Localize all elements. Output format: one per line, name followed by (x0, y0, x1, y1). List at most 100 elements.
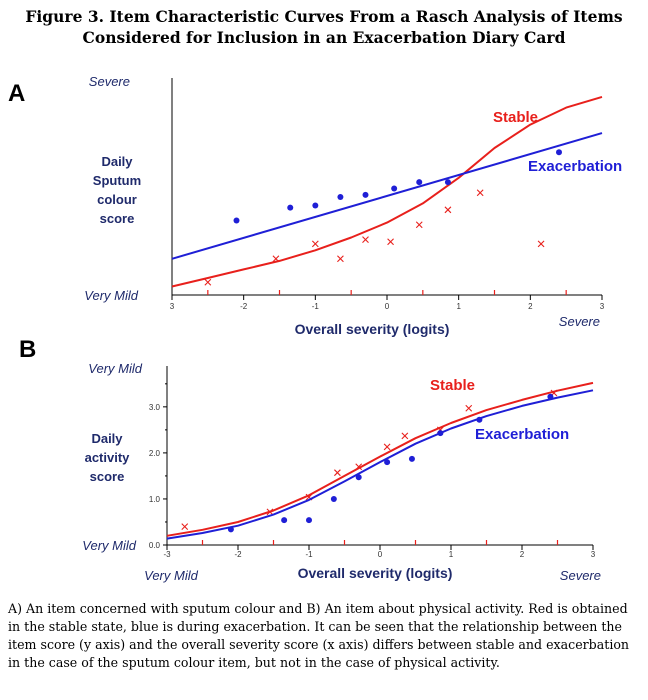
panel-a-stable-point-stroke (204, 278, 212, 286)
panel-b-stable-point (181, 523, 189, 530)
panel-b-y-tick-label: 2.0 (149, 449, 161, 458)
panel-a-x-tick-label: 3 (600, 302, 605, 311)
panel-b-exacerbation-point (547, 393, 554, 400)
panel-b-x-tick-label: 1 (449, 550, 454, 559)
panel-b-stable-label: Stable (430, 377, 475, 394)
panel-b-exacerbation-point (227, 526, 234, 533)
panel-b-x-tick-label: 0 (378, 550, 383, 559)
panel-a-stable-point (387, 238, 394, 246)
panel-a-exacerbation-point (556, 149, 562, 156)
panel-a-stable-point-stroke (387, 238, 394, 246)
panel-a-stable-point (311, 240, 319, 248)
panel-a-x-axis-label: Overall severity (logits) (295, 321, 450, 337)
panel-b-y-axis-label: score (90, 469, 125, 484)
panel-a-stable-point-stroke (444, 206, 452, 214)
panel-b-x-tick-label: 3 (591, 550, 596, 559)
panel-b-letter: B (19, 336, 37, 363)
panel-b-y-axis-label: Daily (91, 431, 123, 446)
panel-b-exacerbation-point (437, 430, 444, 437)
panel-a-exacerbation-point (444, 179, 451, 186)
figure-caption: A) An item concerned with sputum colour … (8, 601, 630, 670)
figure-title: Figure 3. Item Characteristic Curves Fro… (0, 6, 648, 48)
panel-b-y-axis-label: activity (85, 450, 131, 465)
panel-a-stable-point (537, 240, 545, 248)
panel-b-stable-point-stroke (334, 469, 341, 477)
panel-a-x-tick-label: -1 (312, 302, 320, 311)
panel-a-y-axis-label: colour (97, 192, 137, 207)
panel-a-stable-point-stroke (415, 221, 423, 229)
panel-a-stable-point (362, 236, 369, 244)
panel-a-stable-label: Stable (493, 109, 538, 126)
panel-b-exacerbation-point (281, 517, 288, 524)
panel-a-exacerbation-point (416, 179, 423, 186)
panel-b-x-tick-label: -2 (234, 550, 242, 559)
panel-a-x-tick-label: 0 (385, 302, 390, 311)
panel-a-y-top-label: Severe (89, 74, 130, 89)
panel-a-stable-point (476, 189, 484, 197)
panel-a-exacerbation-curve (171, 132, 603, 260)
panel-b-y-top-label: Very Mild (88, 361, 142, 376)
panel-a-stable-point (444, 206, 452, 214)
panel-b-exacerbation-point (476, 416, 483, 423)
panel-a-stable-point (204, 278, 212, 286)
panel-a-stable-point-stroke (311, 240, 319, 248)
panel-b-x-left-label: Very Mild (144, 568, 198, 583)
panel-b-y-tick-label: 0.0 (149, 541, 161, 550)
panel-a-exacerbation-point (337, 194, 344, 201)
panel-a-stable-point (272, 255, 280, 263)
panel-b-stable-point-stroke (266, 508, 274, 516)
panel-b-exacerbation-point (330, 495, 337, 502)
panel-b-exacerbation-point (384, 459, 391, 466)
panel-a-stable-point-stroke (337, 255, 344, 263)
panel-a-y-axis-label: Sputum (93, 173, 141, 188)
panel-a-exacerbation-point (287, 204, 294, 211)
panel-a-x-tick-label: 3 (170, 302, 175, 311)
panel-a-exacerbation-point (391, 185, 398, 192)
panel-a-y-axis-label: score (100, 211, 135, 226)
panel-a-exacerbation-point (312, 202, 319, 209)
panel-b-stable-point (383, 443, 391, 451)
panel-a-x-tick-label: 1 (456, 302, 461, 311)
panel-b-x-tick-label: 2 (520, 550, 525, 559)
panel-a-stable-point-stroke (537, 240, 545, 248)
panel-b-stable-point (334, 469, 341, 477)
panel-b-exacerbation-label: Exacerbation (475, 426, 569, 443)
panel-b-y-bottom-label: Very Mild (82, 538, 136, 553)
panel-a-x-tick-label: -2 (240, 302, 248, 311)
panel-b-stable-point (401, 432, 409, 440)
panel-a-x-right-label: Severe (559, 314, 600, 329)
panel-a-stable-point-stroke (476, 189, 484, 197)
panel-a-x-tick-label: 2 (528, 302, 533, 311)
panel-b-y-tick-label: 3.0 (149, 403, 161, 412)
panel-b-stable-point-stroke (465, 404, 473, 412)
panel-b-stable-point-stroke (401, 432, 409, 440)
panel-a-exacerbation-point (362, 191, 369, 198)
panel-a-stable-point-stroke (362, 236, 369, 244)
panel-b-stable-point-stroke (305, 493, 313, 501)
panel-b-stable-curve (166, 381, 594, 537)
panel-b-stable-point (465, 404, 473, 412)
panel-b-x-tick-label: -3 (163, 550, 171, 559)
panel-b-stable-point (355, 463, 363, 471)
panel-b-stable-point-stroke (355, 463, 363, 471)
panel-a-y-axis-label: Daily (101, 154, 133, 169)
figure-title-line-1: Figure 3. Item Characteristic Curves Fro… (25, 7, 623, 26)
panel-a-y-bottom-label: Very Mild (84, 288, 138, 303)
panel-a-exacerbation-label: Exacerbation (528, 158, 622, 175)
panel-b-x-right-label: Severe (560, 568, 601, 583)
figure-title-line-2: Considered for Inclusion in an Exacerbat… (82, 28, 566, 47)
panel-a-stable-point-stroke (272, 255, 280, 263)
panel-a-letter: A (8, 80, 26, 107)
panel-b-exacerbation-curve (166, 389, 594, 540)
panel-b-exacerbation-point (355, 474, 362, 481)
panel-b-exacerbation-point (408, 455, 415, 462)
panel-b-exacerbation-point (306, 517, 312, 524)
panel-b-stable-point-stroke (383, 443, 391, 451)
panel-b-x-axis-label: Overall severity (logits) (298, 565, 453, 581)
panel-b-y-tick-label: 1.0 (149, 495, 161, 504)
panel-a-stable-point (415, 221, 423, 229)
panel-a-exacerbation-point (233, 217, 240, 224)
panel-a-stable-point (337, 255, 344, 263)
panel-b-stable-point (266, 508, 274, 516)
